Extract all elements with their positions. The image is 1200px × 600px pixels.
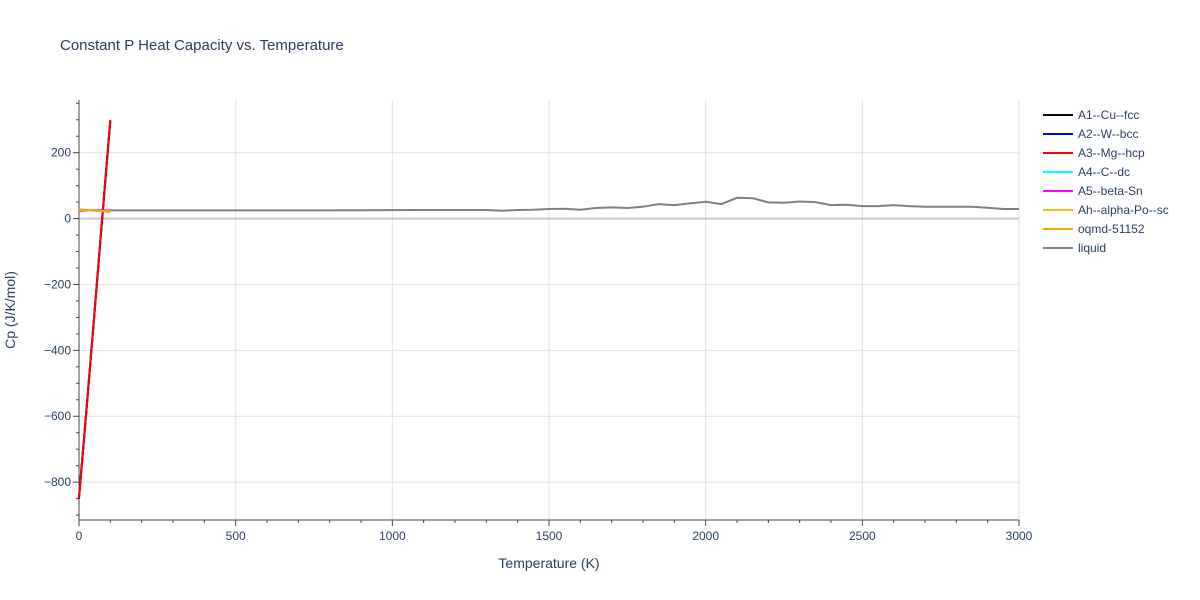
y-tick-label: −600: [44, 409, 71, 423]
legend-label: A3--Mg--hcp: [1078, 146, 1145, 160]
chart-title: Constant P Heat Capacity vs. Temperature: [60, 37, 344, 54]
x-tick-label: 1000: [379, 529, 406, 543]
legend-item[interactable]: oqmd-51152: [1043, 222, 1145, 236]
legend-item[interactable]: A4--C--dc: [1043, 165, 1130, 179]
y-tick-label: −200: [44, 277, 71, 291]
x-tick-label: 2000: [692, 529, 719, 543]
legend-item[interactable]: A1--Cu--fcc: [1043, 108, 1139, 122]
y-tick-label: −800: [44, 475, 71, 489]
legend-item[interactable]: Ah--alpha-Po--sc: [1043, 203, 1169, 217]
series-line-liquid: [79, 196, 1019, 212]
series-line-a3-mg-hcp: [78, 119, 112, 498]
legend-label: A2--W--bcc: [1078, 127, 1138, 141]
legend-item[interactable]: liquid: [1043, 241, 1106, 255]
x-tick-label: 500: [226, 529, 246, 543]
x-tick-label: 1500: [536, 529, 563, 543]
legend-item[interactable]: A3--Mg--hcp: [1043, 146, 1145, 160]
x-tick-label: 3000: [1006, 529, 1033, 543]
y-tick-label: 0: [64, 212, 71, 226]
y-tick-label: −400: [44, 343, 71, 357]
plot-area: [78, 119, 1019, 499]
legend-label: A4--C--dc: [1078, 165, 1130, 179]
y-tick-label: 200: [51, 146, 71, 160]
legend-label: A5--beta-Sn: [1078, 184, 1143, 198]
legend-label: A1--Cu--fcc: [1078, 108, 1139, 122]
axis-ticks: 0 500 1000 1500 2000 2500 3000−800−600−400−200…: [44, 100, 1033, 543]
legend-item[interactable]: A2--W--bcc: [1043, 127, 1138, 141]
x-axis-title: Temperature (K): [498, 555, 599, 571]
legend-label: liquid: [1078, 241, 1106, 255]
series-line-oqmd-51152: [78, 208, 111, 213]
legend-label: Ah--alpha-Po--sc: [1078, 203, 1169, 217]
legend-item[interactable]: A5--beta-Sn: [1043, 184, 1143, 198]
grid: [79, 100, 1020, 520]
legend-label: oqmd-51152: [1078, 222, 1145, 236]
x-tick-label: 0: [76, 529, 83, 543]
y-axis-title: Cp (J/K/mol): [2, 271, 18, 349]
x-tick-label: 2500: [849, 529, 876, 543]
legend: A1--Cu--fcc A2--W--bcc A3--Mg--hcp A4--C--d…: [1043, 108, 1169, 255]
